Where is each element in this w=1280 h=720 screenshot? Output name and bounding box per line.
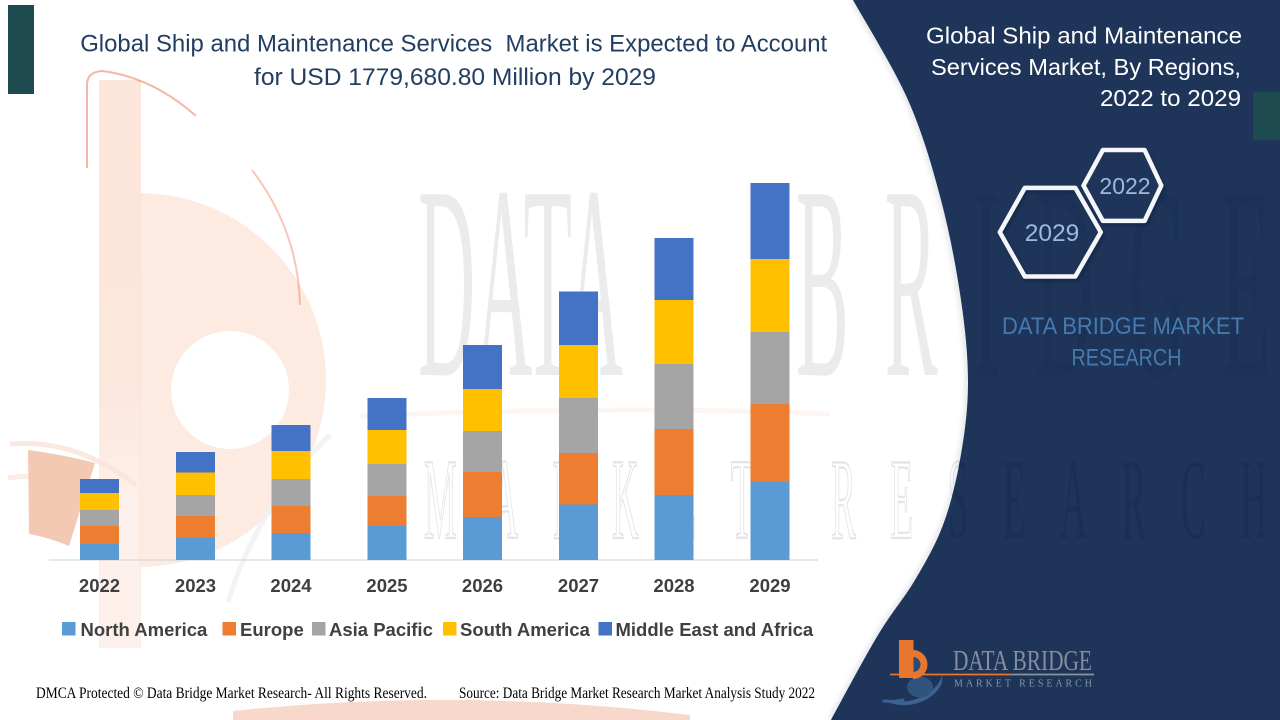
svg-text:Middle East and Africa: Middle East and Africa <box>616 619 814 640</box>
svg-text:2022: 2022 <box>79 575 120 596</box>
svg-text:Global Ship and Maintenance Se: Global Ship and Maintenance Services Mar… <box>80 31 827 58</box>
svg-text:DATA BRIDGE MARKET: DATA BRIDGE MARKET <box>1002 313 1244 340</box>
svg-text:Services Market, By Regions,: Services Market, By Regions, <box>931 54 1241 80</box>
svg-text:Asia Pacific: Asia Pacific <box>329 619 433 640</box>
svg-text:Europe: Europe <box>240 619 304 640</box>
svg-text:North America: North America <box>81 619 209 640</box>
svg-text:MARKET RESEARCH: MARKET RESEARCH <box>954 679 1092 690</box>
svg-text:for USD 1779,680.80 Million by: for USD 1779,680.80 Million by 2029 <box>254 64 656 91</box>
svg-text:Global Ship and Maintenance: Global Ship and Maintenance <box>926 23 1242 49</box>
svg-text:2022 to 2029: 2022 to 2029 <box>1100 85 1241 111</box>
svg-text:DMCA Protected © Data Bridge M: DMCA Protected © Data Bridge Market Rese… <box>36 685 427 702</box>
svg-text:2024: 2024 <box>270 575 312 596</box>
svg-text:RESEARCH: RESEARCH <box>1072 345 1182 372</box>
svg-text:2029: 2029 <box>1025 220 1080 247</box>
svg-text:2028: 2028 <box>653 575 694 596</box>
svg-text:2023: 2023 <box>175 575 216 596</box>
svg-text:2027: 2027 <box>558 575 599 596</box>
svg-text:2022: 2022 <box>1099 173 1150 199</box>
svg-text:DATA BRIDGE: DATA BRIDGE <box>953 645 1092 677</box>
svg-text:Source: Data Bridge Market Res: Source: Data Bridge Market Research Mark… <box>459 685 815 702</box>
svg-text:2029: 2029 <box>749 575 790 596</box>
svg-text:2025: 2025 <box>366 575 407 596</box>
svg-text:South America: South America <box>460 619 591 640</box>
svg-text:2026: 2026 <box>462 575 503 596</box>
